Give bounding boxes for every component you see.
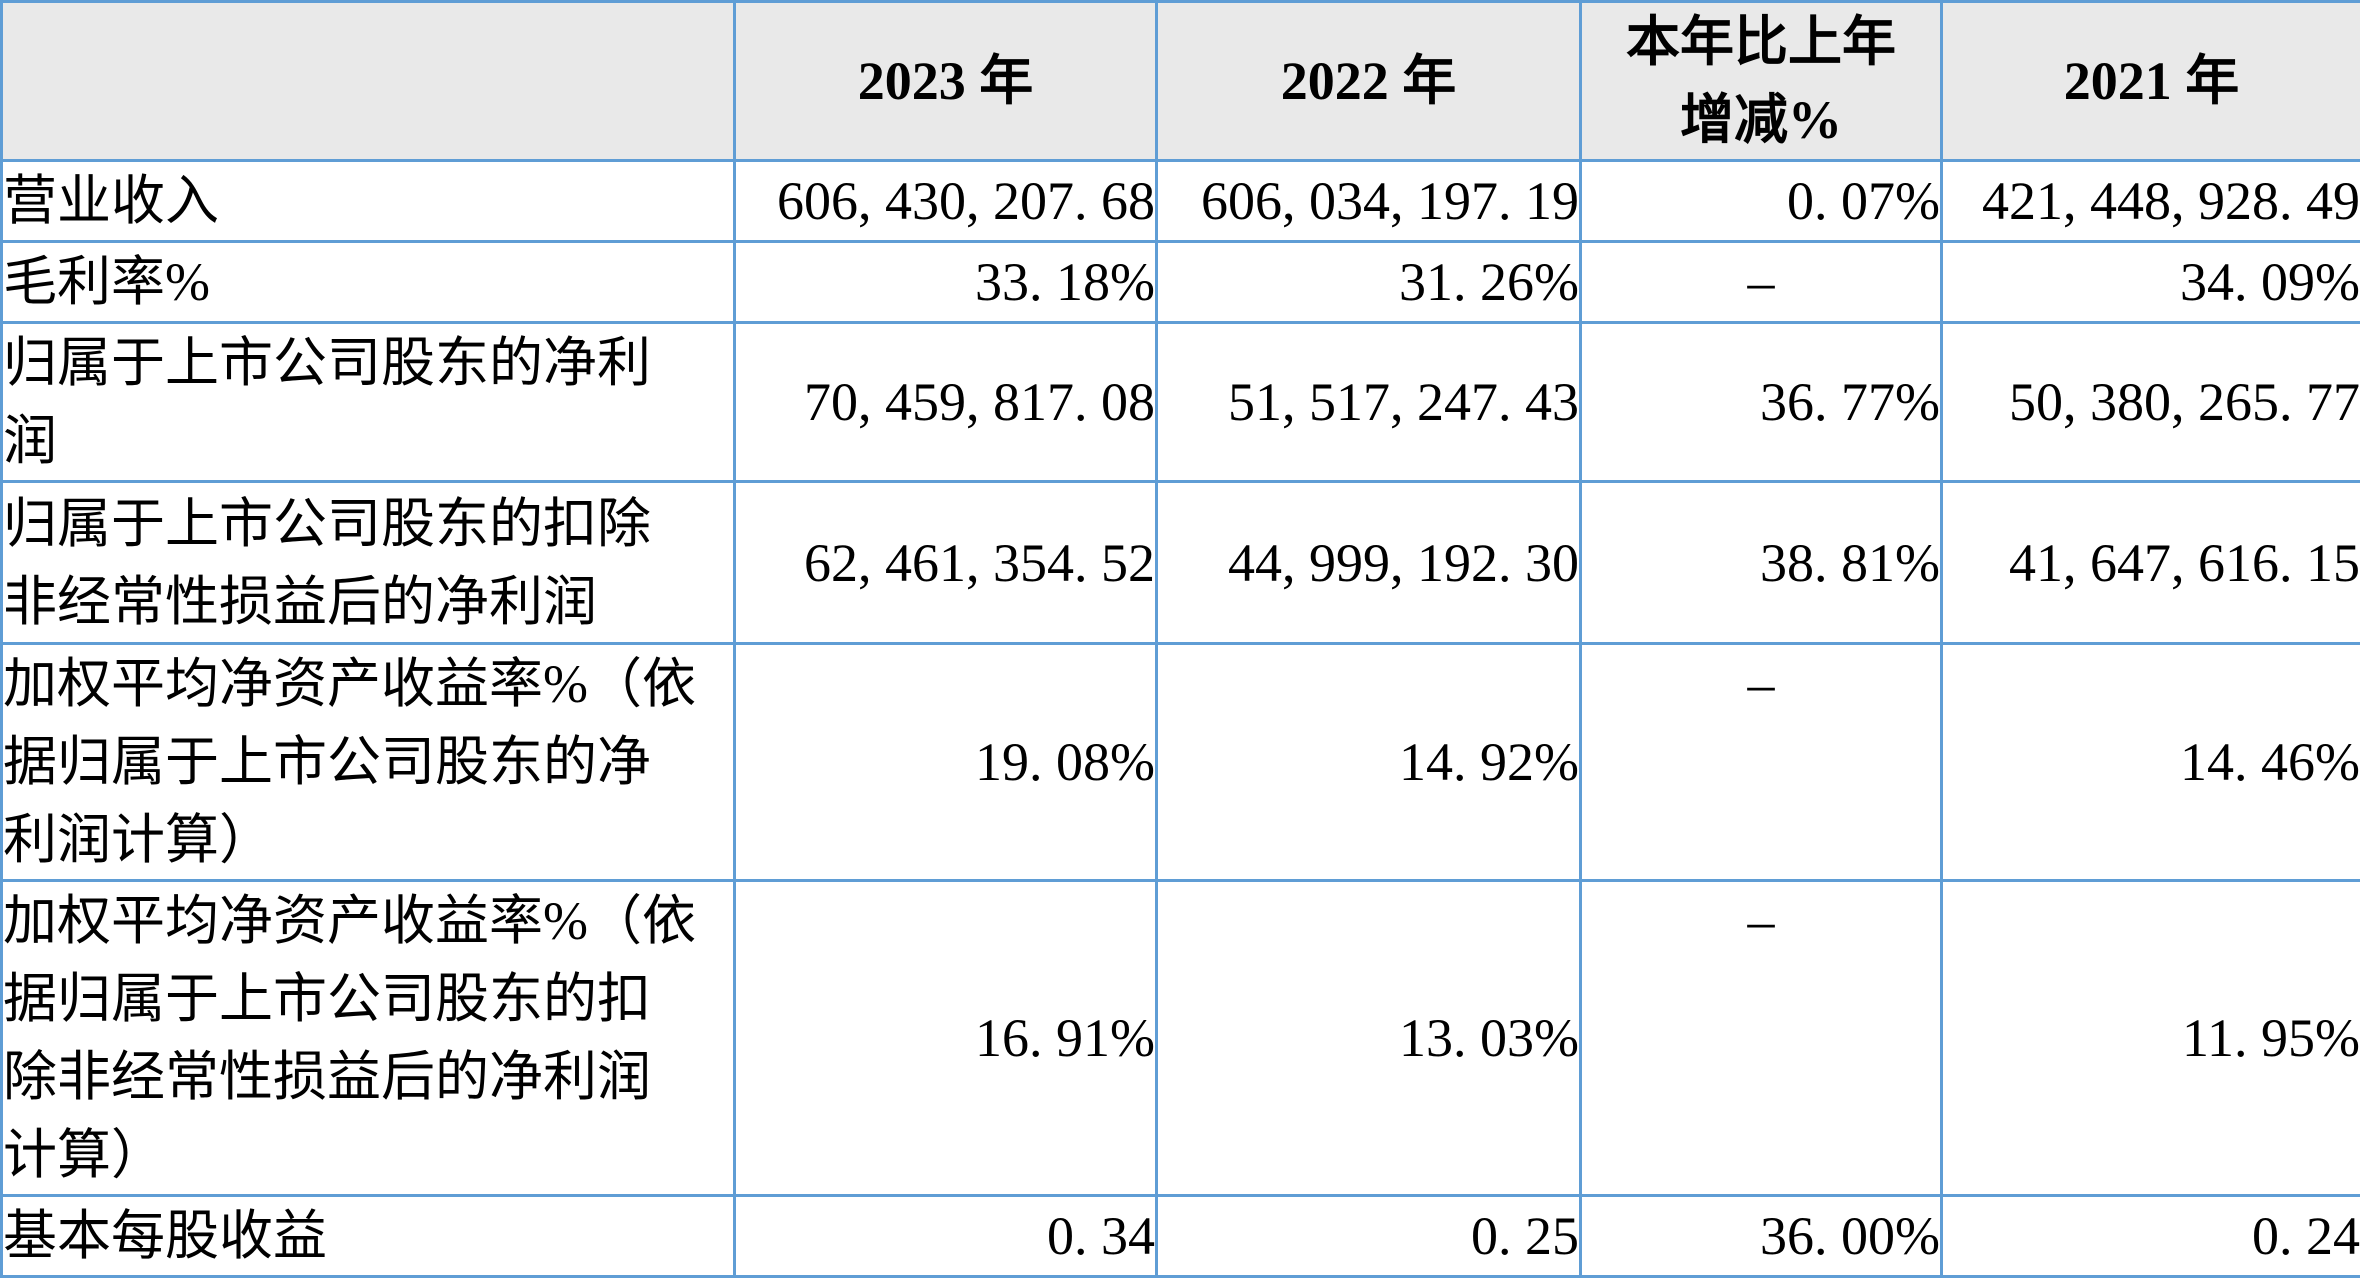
value-2023: 606, 430, 207. 68	[735, 161, 1157, 242]
header-row: 2023 年 2022 年 本年比上年 增减% 2021 年	[2, 2, 2360, 161]
metric-label: 归属于上市公司股东的净利 润	[2, 323, 735, 482]
value-yoy: –	[1581, 242, 1942, 323]
metric-label: 加权平均净资产收益率%（依 据归属于上市公司股东的扣 除非经常性损益后的净利润 …	[2, 881, 735, 1196]
value-yoy: 38. 81%	[1581, 482, 1942, 644]
table-row-net-profit-deducted: 归属于上市公司股东的扣除 非经常性损益后的净利润 62, 461, 354. 5…	[2, 482, 2360, 644]
metric-label: 加权平均净资产收益率%（依 据归属于上市公司股东的净 利润计算）	[2, 644, 735, 881]
value-2022: 14. 92%	[1157, 644, 1581, 881]
value-yoy: 0. 07%	[1581, 161, 1942, 242]
value-2022: 31. 26%	[1157, 242, 1581, 323]
table-row-net-profit: 归属于上市公司股东的净利 润 70, 459, 817. 08 51, 517,…	[2, 323, 2360, 482]
value-2021: 0. 24	[1942, 1196, 2360, 1277]
value-yoy: –	[1581, 881, 1942, 1196]
value-2021: 34. 09%	[1942, 242, 2360, 323]
value-2022: 0. 25	[1157, 1196, 1581, 1277]
table-row-weighted-roe-deducted: 加权平均净资产收益率%（依 据归属于上市公司股东的扣 除非经常性损益后的净利润 …	[2, 881, 2360, 1196]
col-header-2023: 2023 年	[735, 2, 1157, 161]
col-header-2022: 2022 年	[1157, 2, 1581, 161]
metric-col-header	[2, 2, 735, 161]
value-yoy: –	[1581, 644, 1942, 881]
col-header-yoy: 本年比上年 增减%	[1581, 2, 1942, 161]
value-2023: 16. 91%	[735, 881, 1157, 1196]
value-2023: 62, 461, 354. 52	[735, 482, 1157, 644]
value-2023: 70, 459, 817. 08	[735, 323, 1157, 482]
value-2021: 50, 380, 265. 77	[1942, 323, 2360, 482]
value-2021: 41, 647, 616. 15	[1942, 482, 2360, 644]
value-yoy: 36. 00%	[1581, 1196, 1942, 1277]
metric-label: 营业收入	[2, 161, 735, 242]
value-2021: 11. 95%	[1942, 881, 2360, 1196]
table-row-basic-eps: 基本每股收益 0. 34 0. 25 36. 00% 0. 24	[2, 1196, 2360, 1277]
value-2022: 44, 999, 192. 30	[1157, 482, 1581, 644]
value-2022: 13. 03%	[1157, 881, 1581, 1196]
table-row-revenue: 营业收入 606, 430, 207. 68 606, 034, 197. 19…	[2, 161, 2360, 242]
value-2021: 421, 448, 928. 49	[1942, 161, 2360, 242]
value-2023: 33. 18%	[735, 242, 1157, 323]
value-2022: 51, 517, 247. 43	[1157, 323, 1581, 482]
value-2023: 0. 34	[735, 1196, 1157, 1277]
metric-label: 基本每股收益	[2, 1196, 735, 1277]
value-2023: 19. 08%	[735, 644, 1157, 881]
value-2022: 606, 034, 197. 19	[1157, 161, 1581, 242]
col-header-2021: 2021 年	[1942, 2, 2360, 161]
value-yoy: 36. 77%	[1581, 323, 1942, 482]
metric-label: 归属于上市公司股东的扣除 非经常性损益后的净利润	[2, 482, 735, 644]
table-row-gross-margin: 毛利率% 33. 18% 31. 26% – 34. 09%	[2, 242, 2360, 323]
value-2021: 14. 46%	[1942, 644, 2360, 881]
table-row-weighted-roe: 加权平均净资产收益率%（依 据归属于上市公司股东的净 利润计算） 19. 08%…	[2, 644, 2360, 881]
metric-label: 毛利率%	[2, 242, 735, 323]
